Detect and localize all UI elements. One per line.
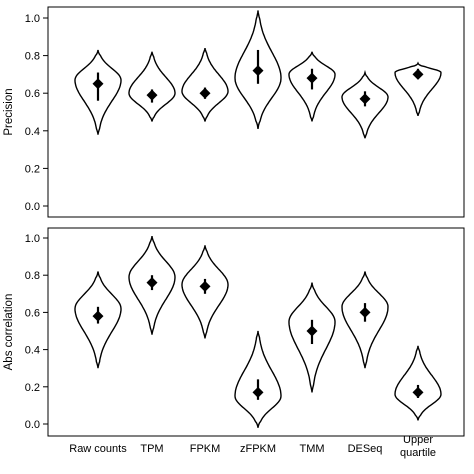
precision-median-marker-4 — [252, 65, 264, 77]
abs-correlation-median-marker-3 — [199, 280, 211, 292]
precision-panel: Precision 0.0 0.2 0.4 0.6 0.8 1.0 — [3, 6, 465, 218]
abs-correlation-violin-3 — [181, 245, 229, 339]
abs-correlation-median-marker-1 — [92, 310, 104, 322]
x-category-label: TMM — [299, 443, 324, 455]
abs-correlation-violin-5 — [288, 282, 336, 393]
abs-correlation-y-tick-label: 0.4 — [25, 345, 40, 357]
precision-violin-4 — [234, 10, 282, 130]
abs-correlation-panel: Abs correlation 0.0 0.2 0.4 0.6 0.8 1.0 — [3, 227, 465, 437]
x-category-label: FPKM — [190, 443, 221, 455]
precision-median-marker-7 — [412, 68, 424, 80]
x-category-label: Upper — [403, 434, 433, 446]
precision-violin-2 — [128, 51, 176, 122]
precision-median-marker-3 — [199, 87, 211, 99]
abs-correlation-violin-6 — [341, 271, 389, 369]
abs-correlation-y-tick-label: 0.2 — [25, 382, 40, 394]
abs-correlation-plot-frame — [47, 227, 465, 437]
abs-correlation-y-tick-label: 0.0 — [25, 419, 40, 431]
abs-correlation-y-tick-label: 0.6 — [25, 307, 40, 319]
precision-median-marker-6 — [359, 93, 371, 105]
precision-y-axis-title: Precision — [3, 88, 15, 135]
precision-y-tick-label: 0.2 — [25, 163, 40, 175]
precision-plot-frame — [47, 6, 465, 218]
precision-y-tick-label: 0.0 — [25, 201, 40, 213]
x-axis-category-labels: Raw counts TPM FPKM zFPKM TMM DESeq Upperquart… — [69, 434, 436, 459]
precision-violin-3 — [181, 47, 229, 122]
abs-correlation-median-marker-6 — [359, 306, 371, 318]
x-category-label: Raw counts — [69, 443, 127, 455]
abs-correlation-violin-7 — [394, 345, 442, 421]
abs-correlation-y-axis-title: Abs correlation — [3, 294, 15, 371]
precision-y-tick-label: 0.8 — [25, 51, 40, 63]
precision-median-marker-5 — [306, 72, 318, 84]
abs-correlation-y-tick-label: 1.0 — [25, 233, 40, 245]
x-category-label: TPM — [140, 443, 163, 455]
x-category-label: zFPKM — [240, 443, 276, 455]
precision-violin-6 — [341, 69, 389, 139]
abs-correlation-median-marker-4 — [252, 386, 264, 398]
precision-y-tick-label: 1.0 — [25, 13, 40, 25]
abs-correlation-violin-4 — [234, 330, 282, 428]
precision-median-marker-2 — [146, 89, 158, 101]
abs-correlation-y-tick-label: 0.8 — [25, 270, 40, 282]
x-category-label: DESeq — [348, 443, 383, 455]
precision-y-tick-label: 0.4 — [25, 126, 40, 138]
abs-correlation-median-marker-5 — [306, 325, 318, 337]
precision-y-tick-label: 0.6 — [25, 88, 40, 100]
precision-violin-5 — [288, 51, 336, 122]
abs-correlation-violin-2 — [128, 235, 176, 335]
abs-correlation-violin-1 — [74, 271, 122, 369]
abs-correlation-median-marker-7 — [412, 386, 424, 398]
x-category-label-line2: quartile — [400, 447, 436, 459]
precision-violin-7 — [394, 61, 442, 116]
precision-median-marker-1 — [92, 78, 104, 90]
precision-violin-1 — [74, 49, 122, 135]
abs-correlation-median-marker-2 — [146, 277, 158, 289]
